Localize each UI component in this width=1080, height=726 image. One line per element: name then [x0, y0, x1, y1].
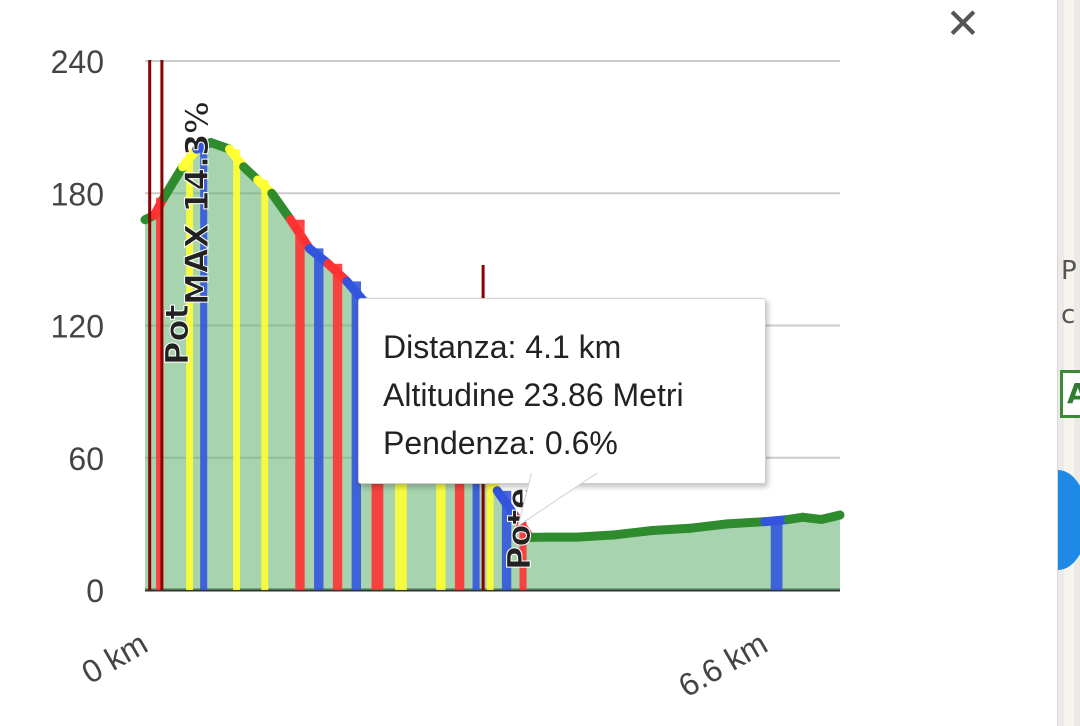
gradient-stripe	[501, 490, 512, 590]
gradient-stripe	[295, 219, 305, 590]
close-button[interactable]: ✕	[938, 0, 988, 48]
tooltip-pointer	[517, 470, 604, 528]
gradient-stripe	[156, 197, 163, 591]
data-tooltip: Distanza: 4.1 km Altitudine 23.86 Metri …	[358, 298, 766, 484]
close-icon: ✕	[945, 0, 981, 48]
line-segment	[816, 510, 845, 524]
line-segment	[610, 525, 657, 540]
gradient-stripe	[314, 248, 324, 590]
line-segment	[572, 530, 620, 542]
marker-label: MAX 14.3%	[178, 102, 216, 305]
line-segment	[647, 523, 695, 535]
gradient-stripe	[332, 263, 343, 590]
map-background: P c A	[1057, 0, 1080, 726]
map-label-top: P	[1061, 256, 1077, 286]
line-segment	[286, 215, 314, 253]
map-label-bottom: c	[1061, 300, 1076, 330]
map-route-badge: A	[1060, 370, 1080, 418]
gradient-stripe	[770, 519, 783, 590]
x-tick-label: 6.6 km	[672, 625, 773, 704]
gradient-stripe	[351, 281, 362, 590]
line-segment	[492, 486, 521, 522]
map-location-dot	[1058, 470, 1080, 570]
x-tick-label: 0 km	[75, 625, 153, 691]
gradient-stripe	[519, 517, 527, 590]
y-tick-label: 60	[68, 441, 104, 477]
gradient-stripe	[186, 149, 194, 590]
line-segment	[159, 162, 188, 203]
gradient-stripe	[454, 413, 465, 590]
gradient-stripe	[233, 149, 241, 590]
map-road	[1064, 0, 1074, 726]
y-tick-label: 180	[51, 176, 104, 212]
tooltip-distance: Distanza: 4.1 km	[383, 329, 622, 365]
line-segment	[722, 517, 770, 529]
gradient-stripe	[472, 444, 480, 590]
y-tick-label: 120	[51, 309, 104, 345]
y-tick-label: 0	[86, 573, 104, 609]
tooltip-altitude: Altitudine 23.86 Metri	[383, 377, 684, 413]
marker-label: Pot	[158, 304, 196, 365]
gradient-stripe	[436, 380, 446, 590]
tooltip-gradient: Pendenza: 0.6%	[383, 425, 618, 461]
gradient-stripe	[200, 142, 208, 590]
line-segment	[267, 188, 296, 225]
gradient-stripe	[486, 468, 494, 590]
gradient-stripe	[261, 180, 269, 590]
y-tick-label: 240	[51, 44, 104, 80]
line-segment	[685, 519, 732, 533]
